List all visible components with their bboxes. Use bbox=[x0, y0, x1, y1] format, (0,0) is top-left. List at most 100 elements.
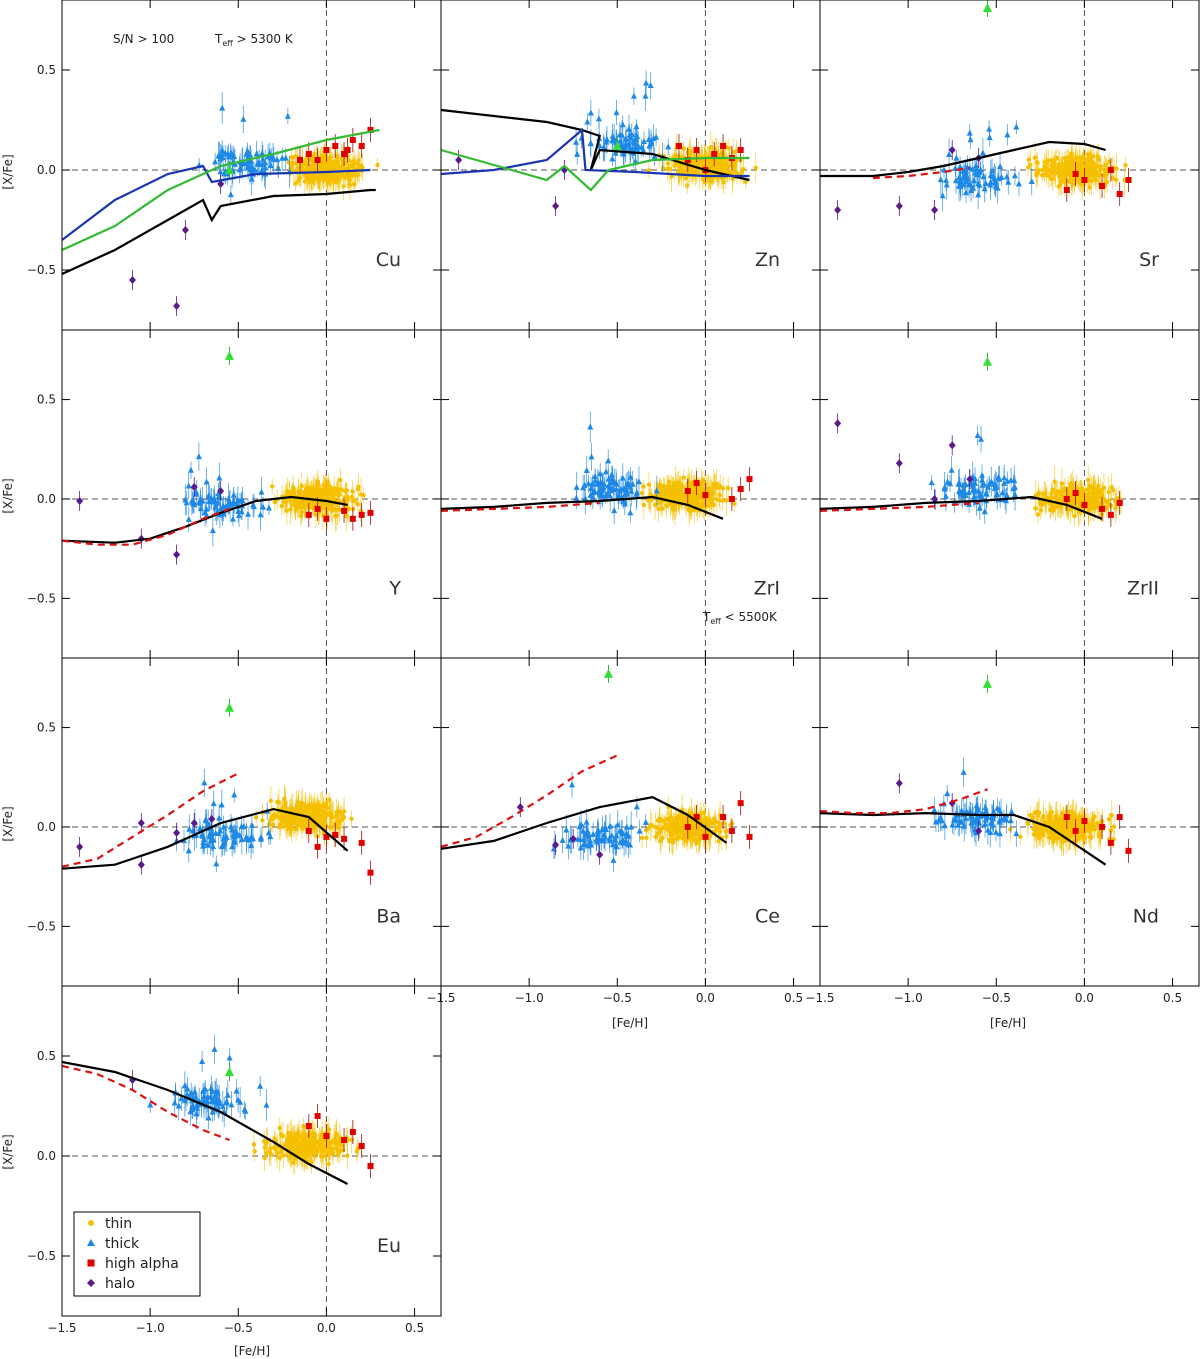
model-curve-3 bbox=[62, 128, 380, 252]
thin-point bbox=[1057, 182, 1063, 187]
model-curve-2 bbox=[62, 507, 230, 546]
model-curve-1 bbox=[820, 140, 1106, 178]
panel-sr: Sr bbox=[819, 0, 1200, 331]
thin-point bbox=[284, 492, 290, 497]
thin-point bbox=[321, 804, 326, 809]
thick-point bbox=[250, 501, 257, 508]
thin-point bbox=[1098, 164, 1104, 169]
thick-point bbox=[282, 154, 289, 161]
thin-point bbox=[322, 157, 327, 162]
thick-point bbox=[642, 92, 649, 99]
thick-point bbox=[605, 457, 612, 464]
thick-point bbox=[628, 131, 635, 138]
thick-point bbox=[236, 166, 243, 173]
thin-point bbox=[1123, 162, 1128, 168]
thin-point bbox=[320, 173, 325, 178]
high-alpha-point bbox=[1081, 177, 1088, 183]
thick-point bbox=[215, 152, 222, 159]
thick-point bbox=[633, 490, 640, 497]
high-alpha-point bbox=[702, 491, 709, 498]
thick-point bbox=[957, 163, 964, 170]
thin-point bbox=[1035, 512, 1041, 517]
thin-point bbox=[341, 815, 347, 820]
thick-point bbox=[253, 150, 260, 157]
thick-point bbox=[267, 162, 274, 169]
thick-point bbox=[217, 827, 224, 834]
thick-point bbox=[590, 489, 597, 496]
thin-point bbox=[1053, 495, 1059, 501]
halo-point bbox=[966, 475, 974, 484]
thick-point bbox=[227, 823, 234, 830]
thin-point bbox=[345, 171, 350, 177]
thick-point bbox=[248, 821, 255, 828]
thin-point bbox=[335, 177, 340, 183]
thin-point bbox=[1058, 489, 1063, 495]
thin-point bbox=[1093, 491, 1098, 496]
thin-point bbox=[691, 491, 697, 496]
thin-point bbox=[338, 477, 343, 483]
thick-point bbox=[257, 511, 264, 518]
y-tick-label: 0.5 bbox=[37, 63, 56, 77]
thick-point bbox=[247, 157, 254, 164]
green-point bbox=[224, 350, 234, 360]
high-alpha-point bbox=[1107, 167, 1114, 173]
thin-point bbox=[679, 485, 684, 491]
thin-point bbox=[337, 507, 342, 512]
thick-point bbox=[574, 150, 581, 157]
thick-point bbox=[647, 140, 654, 147]
thick-point bbox=[216, 814, 223, 821]
halo-point bbox=[948, 146, 956, 154]
thin-point bbox=[350, 498, 355, 504]
thin-point bbox=[1062, 173, 1068, 179]
high-alpha-point bbox=[341, 151, 348, 157]
thin-point bbox=[726, 146, 732, 151]
thin-point bbox=[1109, 485, 1114, 490]
thin-point bbox=[1106, 489, 1112, 495]
thick-point bbox=[187, 466, 194, 473]
thick-point bbox=[611, 135, 618, 142]
thick-point bbox=[602, 492, 609, 499]
high-alpha-point bbox=[358, 511, 365, 518]
thick-point bbox=[218, 801, 225, 808]
thin-point bbox=[679, 167, 684, 172]
thick-point bbox=[584, 118, 591, 125]
thick-point bbox=[588, 453, 595, 460]
high-alpha-point bbox=[737, 147, 744, 153]
thin-point bbox=[1081, 495, 1087, 500]
thick-point bbox=[190, 501, 197, 508]
thin-point bbox=[1085, 496, 1091, 501]
thick-point bbox=[196, 824, 203, 831]
thick-point bbox=[992, 179, 999, 186]
thick-point bbox=[988, 478, 995, 485]
thin-point bbox=[688, 148, 693, 154]
thick-point bbox=[231, 791, 238, 798]
thick-point bbox=[258, 488, 265, 495]
thick-point bbox=[228, 149, 235, 156]
thin-point bbox=[641, 502, 647, 508]
thin-point bbox=[303, 173, 308, 178]
high-alpha-point bbox=[1107, 511, 1114, 518]
thick-point bbox=[219, 147, 226, 154]
thick-point bbox=[262, 159, 269, 166]
thick-point bbox=[609, 475, 616, 482]
thick-point bbox=[962, 491, 969, 498]
thin-point bbox=[323, 166, 329, 171]
thin-point bbox=[1059, 481, 1065, 486]
thin-point bbox=[1073, 176, 1079, 181]
thin-point bbox=[1039, 172, 1045, 178]
thin-point bbox=[732, 167, 738, 173]
thin-point bbox=[334, 487, 340, 493]
thick-point bbox=[997, 163, 1004, 170]
thick-point bbox=[986, 125, 993, 132]
thick-point bbox=[259, 161, 266, 168]
thick-point bbox=[957, 176, 964, 183]
thick-point bbox=[627, 509, 634, 516]
high-alpha-point bbox=[358, 143, 365, 149]
thick-point bbox=[665, 143, 672, 150]
thick-point bbox=[979, 481, 986, 488]
thin-point bbox=[1040, 491, 1046, 496]
thick-point bbox=[245, 510, 252, 517]
green-point bbox=[982, 356, 992, 366]
thin-point bbox=[666, 479, 672, 485]
high-alpha-point bbox=[305, 151, 312, 157]
